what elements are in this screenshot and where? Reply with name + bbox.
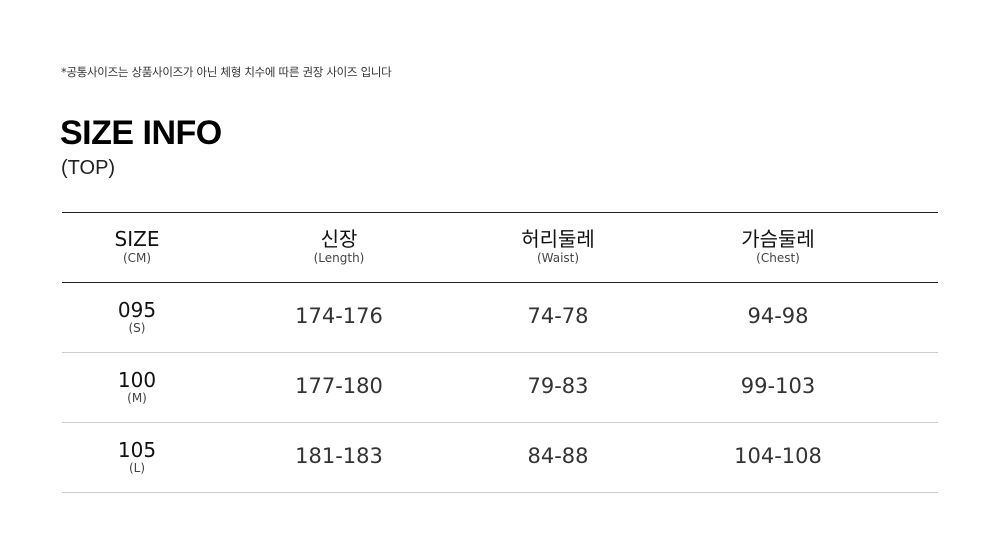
header-label: 신장 bbox=[320, 227, 358, 251]
header-sublabel: (Waist) bbox=[536, 251, 580, 265]
size-letter: (L) bbox=[128, 461, 146, 475]
length-cell: 174-176 bbox=[295, 304, 383, 328]
header-waist: 허리둘레 (Waist) bbox=[448, 227, 668, 265]
waist-cell: 74-78 bbox=[527, 304, 589, 328]
size-cell: 105 (L) bbox=[27, 439, 247, 475]
size-value: 095 bbox=[117, 298, 157, 322]
header-label: SIZE bbox=[114, 227, 160, 251]
page-subtitle: (TOP) bbox=[61, 157, 116, 179]
header-sublabel: (Chest) bbox=[756, 251, 800, 265]
size-letter: (M) bbox=[127, 391, 147, 405]
header-size: SIZE (CM) bbox=[27, 227, 247, 265]
row-divider bbox=[62, 492, 938, 493]
length-cell: 181-183 bbox=[295, 444, 383, 468]
header-bottom-border bbox=[62, 282, 938, 283]
header-length: 신장 (Length) bbox=[229, 227, 449, 265]
size-value: 100 bbox=[117, 368, 157, 392]
header-label: 가슴둘레 bbox=[741, 227, 815, 251]
row-divider bbox=[62, 352, 938, 353]
page-title: SIZE INFO bbox=[60, 114, 222, 152]
table-top-border bbox=[62, 212, 938, 213]
chest-cell: 104-108 bbox=[734, 444, 822, 468]
size-notice: *공통사이즈는 상품사이즈가 아닌 체형 치수에 따른 권장 사이즈 입니다 bbox=[61, 65, 392, 79]
header-sublabel: (CM) bbox=[122, 251, 152, 265]
waist-cell: 84-88 bbox=[527, 444, 589, 468]
size-letter: (S) bbox=[128, 321, 146, 335]
chest-cell: 99-103 bbox=[740, 374, 816, 398]
header-chest: 가슴둘레 (Chest) bbox=[668, 227, 888, 265]
length-cell: 177-180 bbox=[295, 374, 383, 398]
header-sublabel: (Length) bbox=[313, 251, 365, 265]
waist-cell: 79-83 bbox=[527, 374, 589, 398]
size-value: 105 bbox=[117, 438, 157, 462]
chest-cell: 94-98 bbox=[747, 304, 809, 328]
row-divider bbox=[62, 422, 938, 423]
size-cell: 100 (M) bbox=[27, 369, 247, 405]
size-cell: 095 (S) bbox=[27, 299, 247, 335]
header-label: 허리둘레 bbox=[521, 227, 595, 251]
